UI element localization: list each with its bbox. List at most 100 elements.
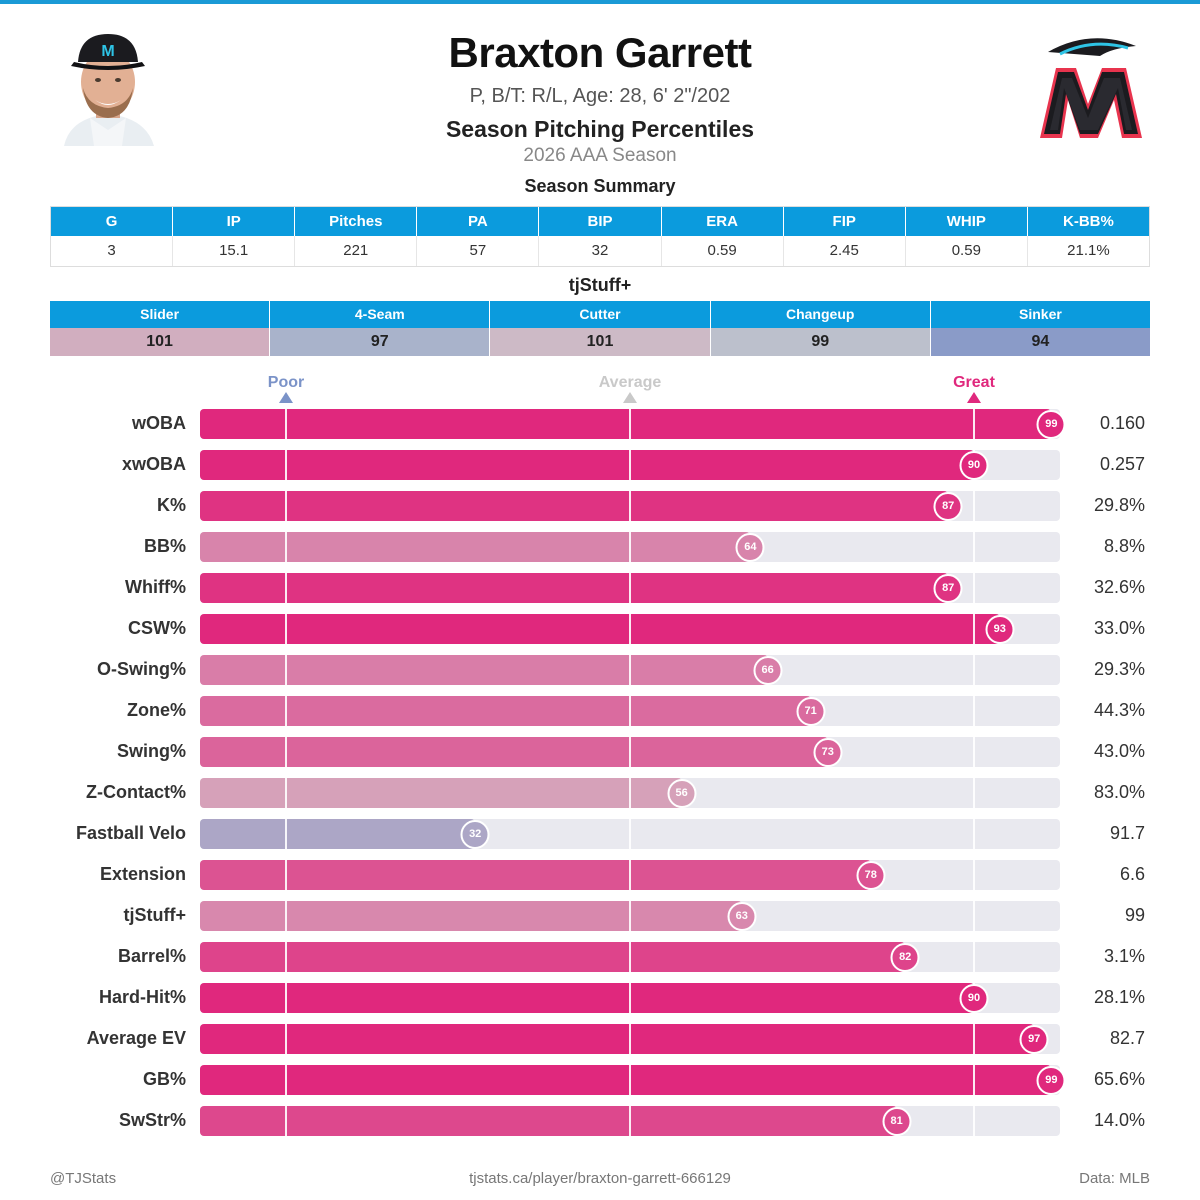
footer-url: tjstats.ca/player/braxton-garrett-666129 [469,1170,731,1187]
bar-fill-fastball-velo [200,819,476,849]
bar-fill-whiff [200,573,949,603]
summary-value-cell-6: 2.45 [783,236,906,266]
summary-header-cell-6: FIP [783,207,906,236]
bar-fill-z-contact [200,778,682,808]
guide-line-poor [285,491,287,521]
guide-line-average [629,942,631,972]
percentile-badge-fastball-velo: 32 [460,819,490,849]
guide-line-great [973,409,975,439]
metric-label-tjstuff: tjStuff+ [123,905,187,925]
stuff-value-cell-0: 101 [50,328,271,356]
guide-line-great [973,573,975,603]
guide-line-great [973,655,975,685]
stuff-header-cell-3: Changeup [710,301,931,328]
bar-fill-k [200,491,949,521]
percentile-badge-swing: 73 [813,737,843,767]
guide-line-poor [285,901,287,931]
metric-label-k: K% [156,495,186,515]
guide-line-average [629,409,631,439]
guide-line-great [973,819,975,849]
guide-line-great [973,491,975,521]
metric-label-barrel: Barrel% [117,946,186,966]
summary-header-cell-2: Pitches [295,207,418,236]
metric-label-z-contact: Z-Contact% [86,782,186,802]
metric-value-woba: 0.160 [1099,413,1145,433]
bar-fill-xwoba [200,450,974,480]
guide-line-poor [285,573,287,603]
metric-value-z-contact: 83.0% [1093,782,1145,802]
metric-value-gb: 65.6% [1093,1069,1145,1089]
percentile-badge-zone: 71 [796,696,826,726]
guide-line-poor [285,819,287,849]
metric-value-o-swing: 29.3% [1093,659,1145,679]
metric-label-o-swing: O-Swing% [97,659,186,679]
guide-line-average [629,696,631,726]
guide-line-average [629,491,631,521]
guide-line-poor [285,942,287,972]
guide-line-average [629,860,631,890]
metric-value-zone: 44.3% [1093,700,1145,720]
summary-title: Season Summary [524,176,676,196]
scale-arrow-great [967,392,981,403]
metric-value-whiff: 32.6% [1093,577,1145,597]
guide-line-poor [285,983,287,1013]
metric-value-tjstuff: 99 [1124,905,1145,925]
player-bio: P, B/T: R/L, Age: 28, 6' 2"/202 [469,85,731,107]
player-headshot: M [50,26,168,146]
guide-line-poor [285,737,287,767]
percentile-badge-xwoba: 90 [959,450,989,480]
guide-line-great [973,860,975,890]
guide-line-poor [285,696,287,726]
guide-line-great [973,532,975,562]
percentile-badge-bb: 64 [735,532,765,562]
guide-line-average [629,573,631,603]
guide-line-poor [285,450,287,480]
summary-header-row: G IP Pitches PA BIP ERA FIP WHIP K-BB% [51,207,1149,236]
metric-value-swstr: 14.0% [1093,1110,1145,1130]
stuff-value-cell-4: 94 [930,328,1151,356]
guide-line-poor [285,532,287,562]
bar-fill-hard-hit [200,983,974,1013]
metric-value-xwoba: 0.257 [1099,454,1145,474]
guide-line-average [629,450,631,480]
guide-line-poor [285,614,287,644]
bar-fill-average-ev [200,1024,1035,1054]
scale-label-average: Average [598,374,662,391]
summary-value-cell-5: 0.59 [661,236,784,266]
guide-line-great [973,901,975,931]
report-header: M Braxton Garrett P, B/T: R/L, Age: 28, … [0,20,1200,170]
percentile-badge-whiff: 87 [933,573,963,603]
guide-line-average [629,532,631,562]
guide-line-average [629,614,631,644]
guide-line-average [629,901,631,931]
metric-value-extension: 6.6 [1119,864,1145,884]
summary-value-row: 3 15.1 221 57 32 0.59 2.45 0.59 21.1% [51,236,1149,266]
team-logo: M [1030,26,1150,146]
stuff-header-cell-4: Sinker [930,301,1151,328]
top-accent-rule [0,0,1200,4]
summary-header-cell-5: ERA [661,207,784,236]
guide-line-poor [285,860,287,890]
metric-value-k: 29.8% [1093,495,1145,515]
guide-line-poor [285,1106,287,1136]
bar-fill-swstr [200,1106,897,1136]
bar-fill-o-swing [200,655,768,685]
title-block: Braxton Garrett P, B/T: R/L, Age: 28, 6'… [300,28,900,168]
metric-label-woba: wOBA [132,413,186,433]
percentile-chart: Poor Average Great wOBA 99 0.160 xwOBA 90 0.2… [0,370,1200,1150]
metric-label-fastball-velo: Fastball Velo [75,823,186,843]
summary-value-cell-3: 57 [417,236,540,266]
summary-value-cell-7: 0.59 [905,236,1028,266]
summary-value-cell-1: 15.1 [173,236,296,266]
percentile-badge-o-swing: 66 [753,655,783,685]
stuff-value-row: 101 97 101 99 94 [50,328,1151,356]
guide-line-great [973,737,975,767]
metric-label-csw: CSW% [128,618,186,638]
scale-arrow-poor [279,392,293,403]
stuff-header-cell-0: Slider [50,301,271,328]
percentile-badge-csw: 93 [985,614,1015,644]
percentile-badge-extension: 78 [856,860,886,890]
guide-line-average [629,655,631,685]
summary-header-cell-8: K-BB% [1027,207,1149,236]
tjstuff-table: Slider 4-Seam Cutter Changeup Sinker 101 97 10… [50,301,1151,356]
